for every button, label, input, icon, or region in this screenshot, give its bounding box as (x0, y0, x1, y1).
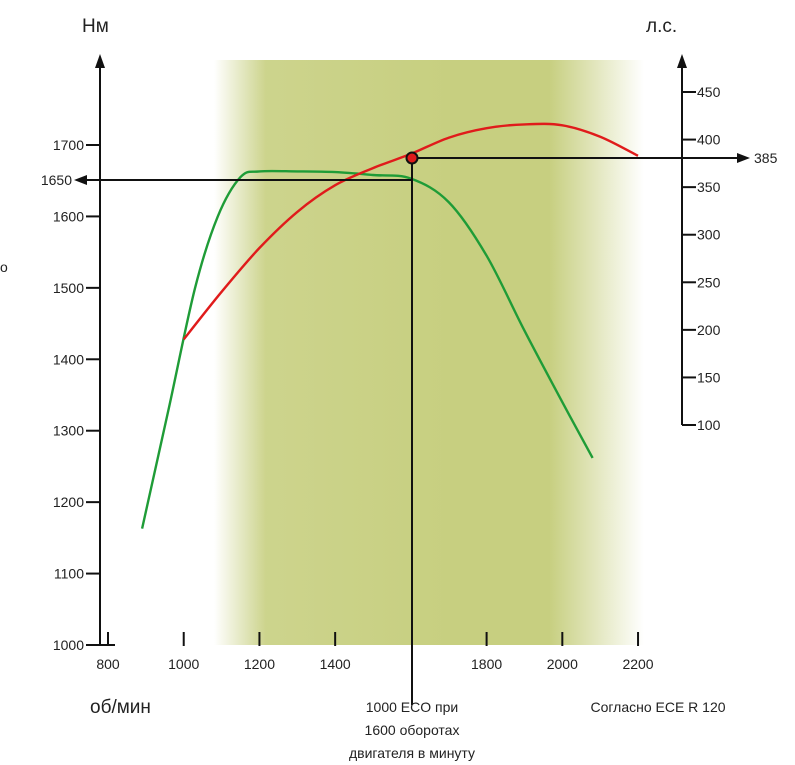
power-marker-label: 385 (754, 150, 778, 166)
power-guide-arrow (737, 153, 750, 163)
left-tick-label-1500: 1500 (53, 280, 84, 296)
axes-layer (95, 54, 687, 705)
right-tick-label-450: 450 (697, 84, 721, 100)
left-tick-label-1700: 1700 (53, 137, 84, 153)
right-axis-unit: л.с. (646, 16, 677, 37)
left-tick-label-1300: 1300 (53, 423, 84, 439)
edge-glyph: о (0, 259, 8, 275)
right-tick-label-400: 400 (697, 132, 721, 148)
marker-layer: 1650 385 (41, 150, 778, 188)
standard-note: Согласно ECE R 120 (590, 699, 725, 715)
right-tick-label-300: 300 (697, 227, 721, 243)
x-axis-unit: об/мин (90, 697, 151, 718)
right-tick-label-100: 100 (697, 417, 721, 433)
x-tick-label-1400: 1400 (320, 656, 351, 672)
right-tick-label-350: 350 (697, 179, 721, 195)
operating-point-marker (405, 151, 419, 165)
left-axis-unit: Нм (82, 16, 109, 37)
torque-guide-arrow (74, 175, 87, 185)
x-tick-label-1000: 1000 (168, 656, 199, 672)
x-tick-label-1200: 1200 (244, 656, 275, 672)
torque-marker-label: 1650 (41, 172, 72, 188)
eco-note-line-2: 1600 оборотах (365, 722, 460, 738)
eco-note-line-3: двигателя в минуту (349, 745, 475, 761)
highlight-band (214, 60, 645, 645)
right-tick-label-200: 200 (697, 322, 721, 338)
right-tick-label-250: 250 (697, 274, 721, 290)
left-tick-label-1100: 1100 (54, 566, 84, 582)
x-tick-label-2200: 2200 (622, 656, 653, 672)
left-tick-label-1400: 1400 (53, 351, 84, 367)
x-tick-label-800: 800 (96, 656, 120, 672)
x-tick-label-1800: 1800 (471, 656, 502, 672)
left-tick-label-1600: 1600 (53, 208, 84, 224)
x-tick-label-2000: 2000 (547, 656, 578, 672)
eco-note-line-1: 1000 ECO при (366, 699, 458, 715)
left-tick-label-1000: 1000 (53, 637, 84, 653)
left-axis-arrow (95, 54, 105, 68)
ticks-layer: 1000 1100 1200 1300 1400 1500 1600 1700 100 150 20… (53, 84, 721, 672)
right-tick-label-150: 150 (697, 369, 721, 385)
torque-curve (140, 169, 594, 529)
left-tick-label-1200: 1200 (53, 494, 84, 510)
right-axis-arrow (677, 54, 687, 68)
